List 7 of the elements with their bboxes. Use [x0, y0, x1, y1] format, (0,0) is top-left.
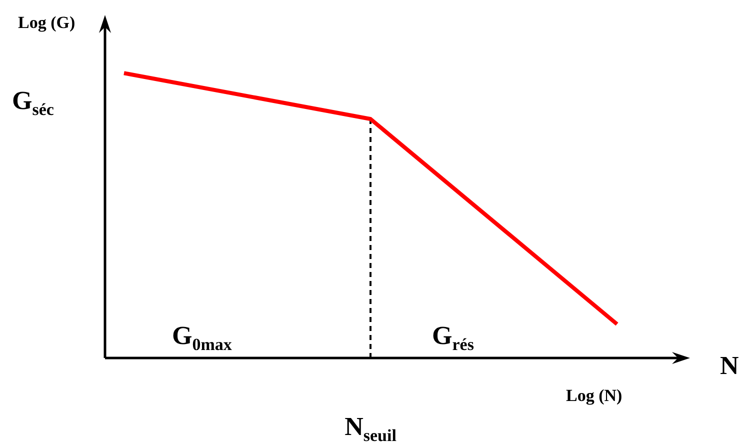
text: N$_{seuil}$	[344, 412, 396, 442]
text: N	[720, 351, 739, 380]
y-axis-title: Log (G)	[18, 13, 76, 32]
x-axis-title: Log (N)	[566, 386, 622, 405]
annotation: G$_{rés}$	[432, 321, 474, 354]
annotation: G$_{0max}$	[172, 321, 232, 354]
text: G$_{séc}$	[12, 86, 54, 119]
